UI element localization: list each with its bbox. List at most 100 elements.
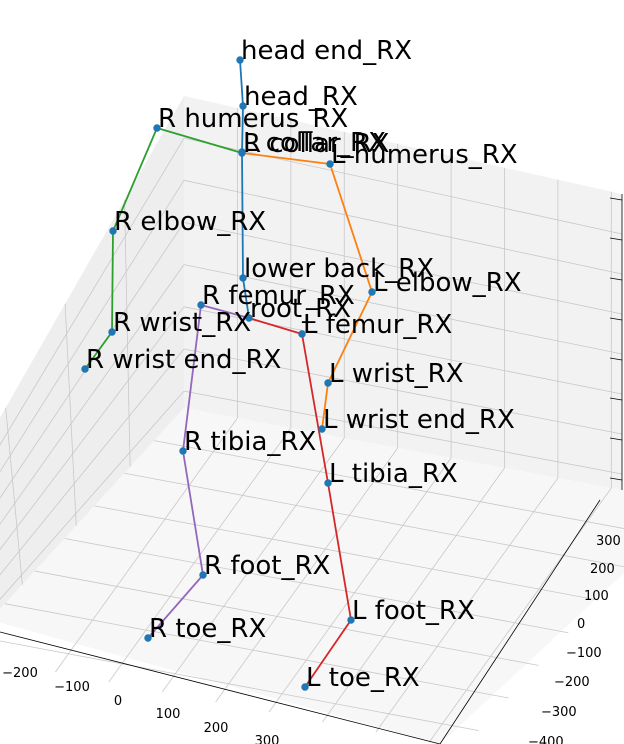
joint-marker-r_foot (199, 571, 207, 579)
joint-marker-head (239, 102, 247, 110)
joint-label-head: head_RX (244, 82, 358, 112)
joint-marker-r_elbow (109, 227, 117, 235)
floor-grid-line (124, 472, 624, 568)
floor-grid-line (94, 505, 599, 601)
joint-marker-lower_back (239, 274, 247, 282)
joint-marker-l_collar (238, 148, 246, 156)
bone-root-l_femur (248, 317, 303, 335)
joint-marker-l_wrist (324, 379, 332, 387)
y-tick-label: −100 (566, 646, 602, 661)
joint-label-r_femur: R femur_RX (202, 281, 355, 311)
joint-label-l_elbow: L elbow_RX (373, 268, 522, 298)
left-wall-pane (0, 96, 184, 610)
joint-label-r_foot: R foot_RX (204, 551, 330, 581)
skeleton-bones (84, 59, 373, 688)
bone-head_end-head (239, 59, 244, 107)
bone-neck-r_humerus (156, 127, 243, 154)
floor-grid-line (154, 440, 624, 529)
y-tick-label: 300 (596, 534, 621, 549)
bone-l_tibia-l_foot (327, 482, 352, 621)
floor-grid-line (268, 457, 452, 713)
joint-marker-r_tibia (179, 447, 187, 455)
x-tick-label: −200 (2, 666, 38, 681)
floor-grid-line (161, 437, 345, 693)
axes-tick-labels: −200 −100 0 100 200 300 300 200 100 0 −100 −200 −300… (2, 534, 621, 744)
floor-pane (0, 408, 624, 744)
floor-grid-line (0, 640, 479, 732)
x-tick-label: 300 (255, 734, 280, 744)
joint-marker-l_tibia (324, 479, 332, 487)
left-wall-grid-line (5, 407, 23, 585)
axes-panes (0, 96, 624, 744)
back-wall-grid-line (183, 390, 623, 475)
floor-grid-line (55, 417, 238, 673)
floor-grid-line (375, 477, 559, 733)
joint-label-l_wrist: L wrist_RX (329, 359, 464, 389)
z-tick-mark (609, 277, 623, 281)
z-tick-mark (609, 477, 623, 481)
bone-r_foot-r_toe (147, 574, 204, 639)
joint-label-neck: R collar_RX (243, 129, 389, 159)
joint-label-r_wrist: R wrist_RX (113, 308, 251, 338)
bone-lower_back-root (242, 277, 250, 319)
floor-grid-line (64, 538, 569, 634)
joint-labels: head end_RX head_RX R collar_RXL collar_RX… (86, 36, 522, 693)
joint-marker-l_femur (298, 330, 306, 338)
joint-label-r_wrist_end: R wrist end_RX (86, 345, 281, 375)
bone-r_elbow-r_wrist (111, 230, 114, 333)
joint-label-root: root_RX (250, 294, 351, 324)
z-tick-mark (609, 237, 623, 241)
back-wall-grid-line (183, 348, 623, 435)
x-axis-line (0, 631, 441, 744)
bone-l_elbow-l_wrist (327, 291, 373, 384)
joint-label-r_tibia: R tibia_RX (184, 427, 316, 457)
y-tick-label: 0 (577, 617, 585, 632)
y-tick-label: −400 (528, 735, 564, 744)
z-tick-mark (609, 357, 623, 361)
joint-label-l_collar: L collar_RX (243, 128, 386, 158)
x-tick-label: 100 (156, 707, 181, 722)
left-wall-grid-line (64, 303, 77, 526)
x-tick-label: 200 (204, 721, 229, 736)
joint-marker-r_femur (197, 301, 205, 309)
joint-marker-l_toe (301, 683, 309, 691)
bone-r_tibia-r_foot (182, 450, 204, 576)
z-tick-mark (609, 197, 623, 201)
joint-marker-head_end (236, 56, 244, 64)
axes-lines (0, 194, 623, 744)
floor-grid-line (215, 447, 398, 703)
bone-r_humerus-r_elbow (112, 127, 158, 232)
joint-marker-root (245, 314, 253, 322)
bone-neck-lower_back (241, 152, 244, 279)
joint-marker-l_elbow (368, 288, 376, 296)
y-tick-label: −300 (541, 705, 577, 720)
joint-label-l_wrist_end: L wrist end_RX (323, 405, 515, 435)
x-tick-label: 0 (114, 694, 122, 709)
bone-head-neck (241, 105, 244, 154)
back-wall-grid-line (183, 179, 623, 275)
floor-grid-line (322, 467, 505, 723)
bone-neck-l_humerus (241, 152, 331, 165)
joint-marker-l_foot (347, 616, 355, 624)
joint-label-l_femur: L femur_RX (303, 310, 452, 340)
joint-label-lower_back: lower back_RX (244, 254, 434, 284)
floor-grid-line (428, 487, 612, 743)
z-tick-mark (609, 317, 623, 321)
joint-label-r_toe: R toe_RX (149, 614, 266, 644)
joint-label-l_tibia: L tibia_RX (329, 459, 458, 489)
z-tick-mark (609, 437, 623, 441)
bone-r_femur-r_tibia (182, 304, 202, 452)
bone-l_foot-l_toe (304, 619, 352, 688)
joint-label-l_foot: L foot_RX (352, 596, 475, 626)
floor-grid-line (34, 570, 539, 666)
x-tick-label: −100 (54, 680, 90, 695)
joint-marker-l_wrist_end (318, 425, 326, 433)
bone-l_wrist-l_wrist_end (321, 382, 329, 430)
joint-label-head_end: head end_RX (241, 36, 412, 66)
back-wall-grid-line (183, 264, 623, 355)
joint-marker-l_humerus (326, 160, 334, 168)
bone-root-r_femur (200, 304, 250, 319)
back-wall-pane (184, 96, 622, 490)
y-tick-label: 100 (584, 589, 609, 604)
floor-grid-line (4, 603, 509, 699)
